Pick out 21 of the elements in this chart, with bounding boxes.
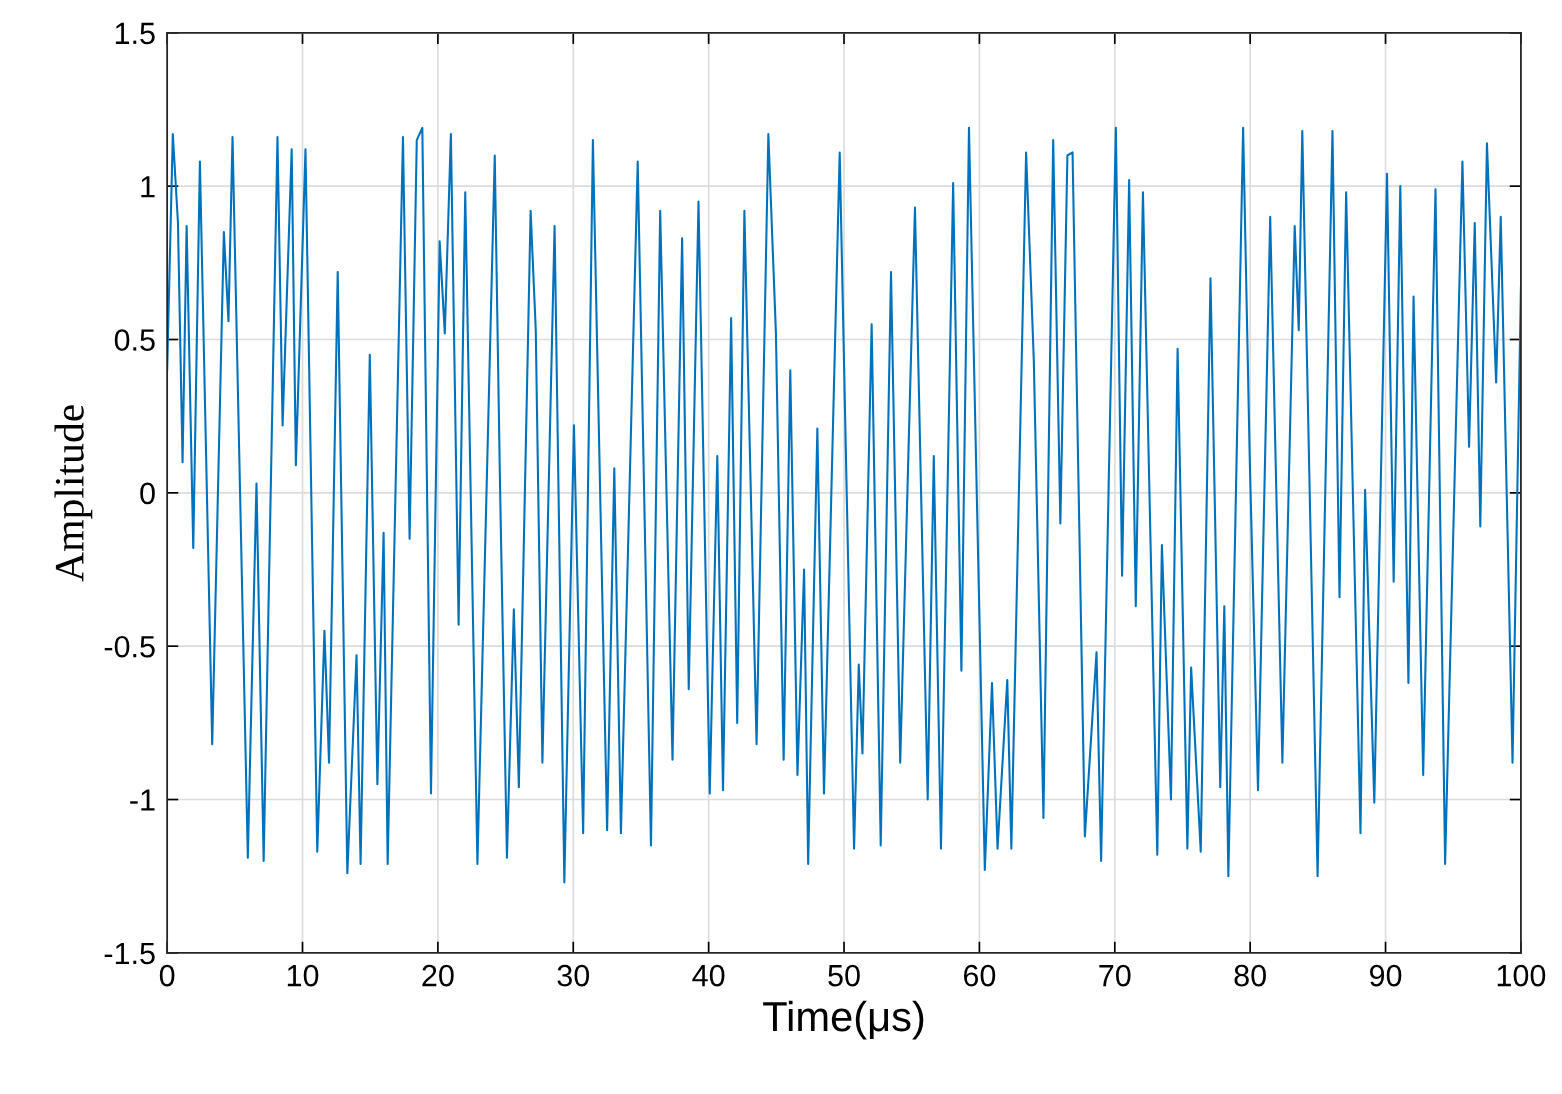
y-axis-title: Amplitude bbox=[54, 405, 93, 582]
y-tick-label: 1.5 bbox=[115, 22, 155, 45]
y-tick-label: -1.5 bbox=[104, 942, 155, 965]
x-tick-label: 10 bbox=[287, 964, 319, 987]
x-tick-label: 50 bbox=[828, 964, 860, 987]
y-tick-label: -1 bbox=[130, 789, 155, 811]
y-tick-label: 0.5 bbox=[114, 329, 155, 351]
x-tick-label: 80 bbox=[1234, 964, 1266, 987]
x-tick-label: 20 bbox=[422, 964, 454, 987]
x-axis-title: Time(μs) bbox=[763, 1000, 924, 1040]
y-tick-label: -0.5 bbox=[104, 635, 155, 658]
y-tick-label: 1 bbox=[141, 176, 155, 198]
x-tick-label: 0 bbox=[159, 964, 175, 987]
x-tick-label: 60 bbox=[963, 964, 996, 987]
x-tick-label: 30 bbox=[557, 964, 590, 987]
y-tick-label: 0 bbox=[140, 482, 155, 505]
x-tick-label: 40 bbox=[692, 964, 725, 987]
x-tick-label: 100 bbox=[1497, 964, 1546, 987]
x-tick-label: 70 bbox=[1099, 964, 1131, 987]
x-tick-label: 90 bbox=[1369, 964, 1402, 987]
line-series bbox=[167, 126, 1521, 884]
